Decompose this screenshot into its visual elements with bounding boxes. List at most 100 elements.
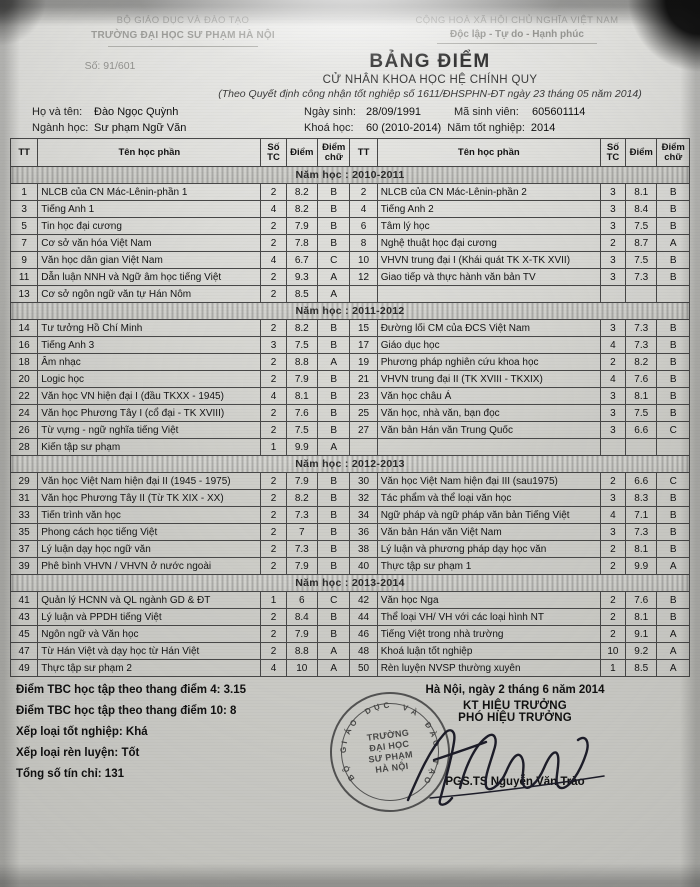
cell-course-name: Cơ sở ngôn ngữ văn tự Hán Nôm <box>37 285 262 304</box>
cell-letter-grade: B <box>656 387 690 406</box>
table-row: 24 Văn học Phương Tây I (cổ đại - TK XVII… <box>9 404 690 423</box>
cell-letter-grade: A <box>316 268 351 287</box>
cell-credits: 1 <box>599 659 627 678</box>
signature-date: Hà Nội, ngày 2 tháng 6 năm 2014 <box>425 684 605 697</box>
cell-letter-grade: B <box>316 336 351 355</box>
signer-title-1: KT HIỆU TRƯỞNG <box>463 700 567 713</box>
cell-letter-grade: C <box>656 472 690 491</box>
cell-course-name: Khoá luận tốt nghiệp <box>376 642 601 661</box>
cell-credits: 3 <box>599 183 627 202</box>
cell-course-name: Thực tập sư phạm 2 <box>37 659 262 678</box>
table-row: 39 Phê bình VHVN / VHVN ở nước ngoài 2 7.9 B… <box>9 557 690 576</box>
university-name: TRƯỜNG ĐẠI HỌC SƯ PHẠM HÀ NỘI <box>91 30 275 42</box>
cell-score: 7.3 <box>285 506 318 525</box>
cell-tt: 6 <box>349 217 378 236</box>
stamp-outer-char: I <box>339 740 350 745</box>
student-dob-label: Ngày sinh: <box>304 106 356 119</box>
cell-tt: 15 <box>349 319 378 338</box>
cell-letter-grade: A <box>656 642 690 661</box>
cell-credits: 3 <box>599 268 627 287</box>
cell-course-name: Tiến trình văn học <box>37 506 262 525</box>
cell-course-name: Văn học dân gian Việt Nam <box>37 251 262 270</box>
th-tt-left: TT <box>9 138 39 168</box>
academic-year-label: Năm học : 2011-2012 <box>10 302 690 321</box>
cell-score: 9.9 <box>625 557 658 576</box>
stamp-outer-char: G <box>338 746 349 754</box>
cell-score: 7.3 <box>625 319 658 338</box>
cell-letter-grade: B <box>656 523 690 542</box>
th-name-left: Tên học phần <box>37 138 262 168</box>
cell-course-name: Văn học Việt Nam hiện đại II (1945 - 197… <box>37 472 262 491</box>
cell-score: 8.2 <box>625 353 658 372</box>
cell-letter-grade: B <box>316 183 351 202</box>
title-row: Số: 91/601 BẢNG ĐIỂM CỬ NHÂN KHOA HỌC HỆ… <box>10 51 690 100</box>
cell-score: 7.5 <box>625 251 658 270</box>
cell-credits: 2 <box>260 625 287 644</box>
masthead-left: BỘ GIÁO DỤC VÀ ĐÀO TẠO TRƯỜNG ĐẠI HỌC SƯ… <box>16 14 350 48</box>
cell-tt <box>349 285 378 304</box>
cell-score: 7.5 <box>625 404 658 423</box>
student-major-label: Ngành học: <box>32 122 89 135</box>
cell-credits: 2 <box>599 234 627 253</box>
cell-letter-grade: C <box>316 251 351 270</box>
masthead-right-rule <box>437 43 597 45</box>
cell-tt: 22 <box>9 387 39 406</box>
cell-credits <box>599 285 627 304</box>
cell-score: 7.9 <box>285 217 318 236</box>
cell-credits: 2 <box>260 268 287 287</box>
cell-tt: 33 <box>9 506 39 525</box>
table-row: 3 Tiếng Anh 1 4 8.2 B 4 Tiếng Anh 2 3 8.4 B <box>9 200 690 219</box>
cell-course-name: Thực tập sư phạm 1 <box>376 557 601 576</box>
cell-course-name: VHVN trung đại II (TK XVIII - TKXIX) <box>376 370 601 389</box>
cell-course-name: Phong cách học tiếng Việt <box>37 523 262 542</box>
table-row: 18 Âm nhạc 2 8.8 A 19 Phương pháp nghiên cứu k… <box>9 353 690 372</box>
cell-tt: 36 <box>349 523 378 542</box>
academic-year-row: Năm học : 2013-2014 <box>10 574 690 593</box>
cell-credits: 1 <box>260 591 287 610</box>
cell-tt: 49 <box>9 659 39 678</box>
student-info-row-2: Ngành học: Sư phạm Ngữ Văn Khoá học: 60 … <box>32 122 690 134</box>
cell-course-name: Văn học châu Á <box>376 387 601 406</box>
cell-letter-grade: B <box>316 557 351 576</box>
academic-year-label: Năm học : 2010-2011 <box>10 166 690 185</box>
cell-course-name: Phê bình VHVN / VHVN ở nước ngoài <box>37 557 262 576</box>
table-row: 43 Lý luận và PPDH tiếng Việt 2 8.4 B 44 Thể l… <box>9 608 690 627</box>
grades-table-body: Năm học : 2010-2011 1 NLCB của CN Mác-Lêni… <box>9 166 690 678</box>
cell-course-name <box>376 285 601 304</box>
cell-credits: 3 <box>599 489 627 508</box>
cell-score: 7 <box>285 523 318 542</box>
document-number: Số: 91/601 <box>84 60 136 73</box>
cell-course-name <box>376 438 601 457</box>
cell-credits: 2 <box>260 319 287 338</box>
academic-year-label: Năm học : 2012-2013 <box>10 455 690 474</box>
table-row: 16 Tiếng Anh 3 3 7.5 B 17 Giáo dục học 4 7.3 B <box>9 336 690 355</box>
table-row: 26 Từ vựng - ngữ nghĩa tiếng Việt 2 7.5 B 27 V… <box>9 421 690 440</box>
cell-course-name: Văn học, nhà văn, bạn đọc <box>376 404 601 423</box>
cell-credits: 2 <box>260 540 287 559</box>
cell-credits: 3 <box>599 217 627 236</box>
masthead: BỘ GIÁO DỤC VÀ ĐÀO TẠO TRƯỜNG ĐẠI HỌC SƯ… <box>10 0 690 48</box>
cell-score <box>625 438 658 457</box>
cell-credits: 2 <box>599 625 627 644</box>
cell-score: 8.8 <box>285 353 318 372</box>
cell-course-name: Âm nhạc <box>37 353 262 372</box>
cell-score: 8.1 <box>625 387 658 406</box>
cell-credits: 4 <box>260 200 287 219</box>
cell-letter-grade <box>656 285 690 304</box>
cell-credits: 2 <box>260 608 287 627</box>
th-letter-right: Điểm chữ <box>656 138 690 168</box>
cell-credits: 2 <box>260 557 287 576</box>
academic-year-row: Năm học : 2011-2012 <box>10 302 690 321</box>
cell-score: 10 <box>285 659 318 678</box>
cell-tt: 31 <box>9 489 39 508</box>
cell-tt: 47 <box>9 642 39 661</box>
cell-tt: 44 <box>349 608 378 627</box>
masthead-left-rule <box>108 46 258 48</box>
cell-course-name: Ngữ pháp và ngữ pháp văn bản Tiếng Việt <box>376 506 601 525</box>
cell-course-name: Dẫn luận NNH và Ngữ âm học tiếng Việt <box>37 268 262 287</box>
cell-score: 8.2 <box>285 319 318 338</box>
cell-tt: 38 <box>349 540 378 559</box>
cell-credits: 2 <box>599 591 627 610</box>
page-subtitle: CỬ NHÂN KHOA HỌC HỆ CHÍNH QUY <box>322 74 538 87</box>
cell-credits: 3 <box>599 421 627 440</box>
